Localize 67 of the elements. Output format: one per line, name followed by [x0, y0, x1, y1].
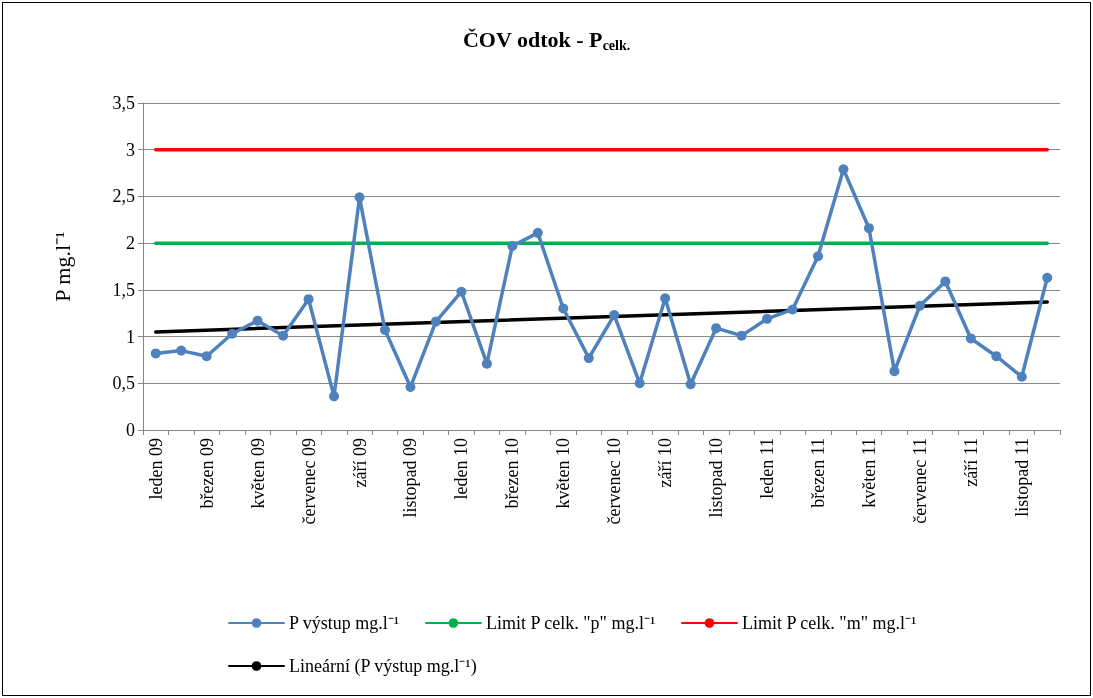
point	[1042, 272, 1053, 283]
x-tick-label: září 09	[349, 438, 370, 488]
point	[507, 240, 518, 251]
y-tick-label: 1,5	[112, 279, 135, 300]
point	[787, 304, 798, 315]
x-tick-label: září 10	[655, 438, 676, 488]
point	[685, 379, 696, 390]
point	[176, 345, 187, 356]
x-tick-label: červenec 11	[909, 438, 930, 524]
point	[634, 378, 645, 389]
point	[914, 300, 925, 311]
legend-label: Limit P celk. "p" mg.l⁻¹	[485, 613, 656, 633]
point	[1016, 371, 1027, 382]
x-tick-label: březen 10	[502, 438, 523, 509]
point	[965, 333, 976, 344]
y-tick-label: 0	[126, 420, 135, 440]
point	[430, 316, 441, 327]
x-tick-label: březen 09	[196, 438, 217, 509]
point	[940, 276, 951, 287]
y-tick-label: 1	[126, 326, 135, 347]
y-tick-label: 3,5	[112, 93, 135, 113]
x-tick-label: březen 11	[808, 438, 829, 508]
x-tick-label: květen 09	[247, 438, 268, 509]
point	[583, 353, 594, 364]
y-axis-title: P mg.l⁻¹	[49, 231, 75, 302]
point	[736, 330, 747, 341]
legend-label: Lineární (P výstup mg.l⁻¹)	[289, 656, 477, 677]
point	[481, 358, 492, 369]
point	[380, 325, 390, 336]
legend-label: Limit P celk. "m" mg.l⁻¹	[742, 613, 917, 633]
point	[711, 323, 722, 334]
y-tick-label: 2	[126, 233, 135, 254]
point	[456, 286, 467, 297]
point	[838, 164, 849, 175]
point	[354, 192, 365, 203]
x-tick-label: listopad 10	[706, 438, 727, 518]
x-tick-label: červenec 10	[604, 438, 625, 525]
point	[991, 351, 1002, 362]
point	[278, 330, 289, 341]
x-tick-label: listopad 11	[1011, 438, 1032, 517]
point	[558, 303, 569, 314]
point	[405, 382, 416, 393]
legend-label: P výstup mg.l⁻¹	[289, 613, 400, 633]
point	[762, 313, 773, 324]
point	[609, 310, 620, 321]
y-tick-label: 0,5	[112, 373, 135, 394]
y-tick-label: 2,5	[112, 186, 135, 207]
point	[150, 348, 161, 359]
x-tick-label: leden 10	[451, 438, 472, 500]
point	[252, 315, 263, 326]
y-tick-label: 3	[126, 139, 135, 160]
point	[201, 351, 212, 362]
x-tick-label: květen 11	[858, 438, 879, 508]
point	[863, 223, 874, 234]
point	[532, 227, 543, 238]
x-tick-label: květen 10	[553, 438, 574, 509]
point	[303, 294, 314, 305]
x-tick-label: září 11	[960, 438, 981, 487]
point	[813, 251, 824, 262]
x-tick-label: červenec 09	[298, 438, 319, 525]
point	[660, 293, 671, 304]
point	[227, 328, 238, 339]
x-tick-label: listopad 09	[400, 438, 421, 518]
point	[889, 366, 900, 377]
point	[329, 391, 340, 402]
x-tick-label: leden 11	[757, 438, 778, 499]
x-tick-label: leden 09	[145, 438, 166, 500]
